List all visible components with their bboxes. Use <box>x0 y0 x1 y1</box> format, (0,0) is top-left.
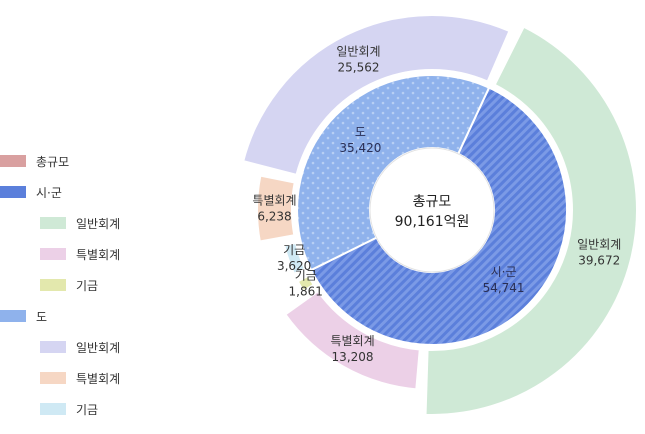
legend-swatch <box>0 155 26 167</box>
legend-label: 일반회계 <box>76 216 121 231</box>
legend-item: 일반회계 <box>40 214 120 232</box>
data-label: 일반회계 <box>577 237 621 251</box>
data-label: 35,420 <box>339 141 381 155</box>
data-label: 6,238 <box>257 210 291 224</box>
data-label: 54,741 <box>483 281 525 295</box>
outer-slice <box>242 14 511 177</box>
legend-swatch <box>0 186 26 198</box>
data-label: 특별회계 <box>252 194 296 208</box>
data-label: 13,208 <box>332 350 374 364</box>
legend-item: 기금 <box>40 276 98 294</box>
legend-swatch <box>40 403 66 415</box>
data-label: 3,620 <box>277 259 311 273</box>
outer-slice <box>283 289 421 391</box>
legend-swatch <box>40 341 66 353</box>
data-label: 시·군 <box>491 265 517 279</box>
legend-swatch <box>40 248 66 260</box>
center-hole <box>369 147 495 273</box>
data-label: 일반회계 <box>336 44 380 58</box>
legend-item: 일반회계 <box>40 338 120 356</box>
legend-item: 총규모 <box>0 152 69 170</box>
legend-label: 기금 <box>76 402 99 417</box>
data-label: 기금 <box>295 268 317 282</box>
data-label: 기금 <box>283 243 305 257</box>
legend-swatch <box>40 217 66 229</box>
center-value: 90,161억원 <box>395 214 470 230</box>
legend-label: 특별회계 <box>76 247 121 262</box>
legend-label: 총규모 <box>36 154 70 169</box>
data-label: 39,672 <box>578 253 620 267</box>
legend-label: 기금 <box>76 278 99 293</box>
legend-item: 특별회계 <box>40 245 120 263</box>
legend-label: 도 <box>36 309 48 324</box>
legend-label: 일반회계 <box>76 340 121 355</box>
outer-slice <box>256 174 296 243</box>
outer-slice <box>296 274 315 293</box>
outer-slice <box>283 241 307 276</box>
legend-item: 특별회계 <box>40 369 120 387</box>
center-title: 총규모 <box>413 194 452 210</box>
data-label: 특별회계 <box>330 334 374 348</box>
legend-swatch <box>0 310 26 322</box>
data-label: 도 <box>355 125 366 139</box>
legend-swatch <box>40 372 66 384</box>
data-label: 25,562 <box>337 60 379 74</box>
legend-label: 특별회계 <box>76 371 121 386</box>
outer-slice <box>424 25 638 416</box>
legend-item: 기금 <box>40 400 98 418</box>
legend-swatch <box>40 279 66 291</box>
legend-label: 시·군 <box>36 185 62 200</box>
data-label: 1,861 <box>289 284 323 298</box>
legend-item: 시·군 <box>0 183 62 201</box>
legend-item: 도 <box>0 307 47 325</box>
